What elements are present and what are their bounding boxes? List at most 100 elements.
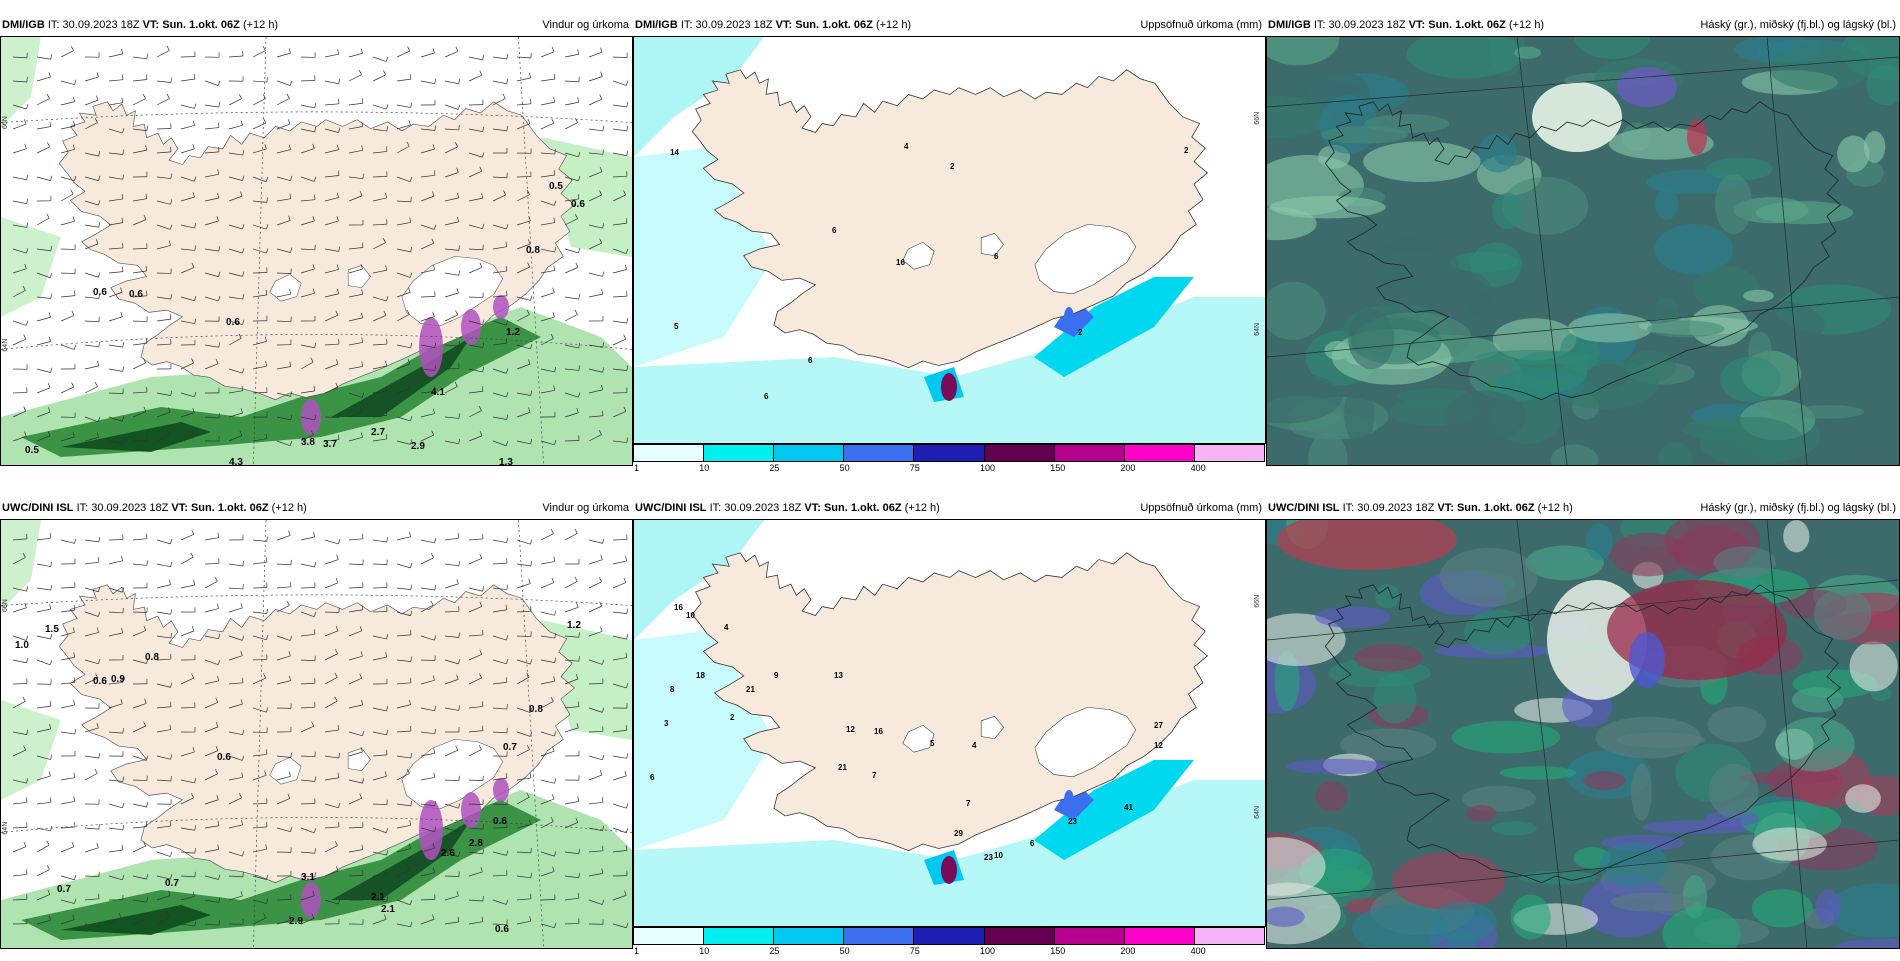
valid-time: Sun. 1.okt. 06Z <box>1428 19 1506 31</box>
cloud-patch <box>1363 141 1481 182</box>
accum-value-label: 4 <box>972 741 977 750</box>
cloud-patch <box>1814 588 1871 640</box>
accum-value-label: 29 <box>954 829 963 838</box>
init-time: 30.09.2023 18Z <box>696 19 773 31</box>
it-label: IT: <box>681 19 693 31</box>
panel-clouds-dmi: DMI/IGB IT: 30.09.2023 18Z VT: Sun. 1.ok… <box>1266 14 1900 464</box>
source-label: DMI/IGB <box>1268 19 1311 31</box>
accum-value-label: 8 <box>670 685 675 694</box>
colorbar-tick-label: 1 <box>634 946 639 956</box>
precip-value-label: 0.7 <box>57 884 71 895</box>
cloud-patch <box>1587 364 1629 389</box>
cloud-patch <box>1792 687 1843 712</box>
accum-value-label: 5 <box>674 322 679 331</box>
colorbar-tick-label: 25 <box>769 946 779 956</box>
panel-accum-precip-uwc: UWC/DINI ISL IT: 30.09.2023 18Z VT: Sun.… <box>633 497 1266 947</box>
colorbar-cell <box>985 445 1055 461</box>
cloud-patch <box>1450 252 1519 272</box>
accum-value-label: 23 <box>1068 817 1077 826</box>
high-cloud-patch <box>1532 82 1622 152</box>
accum-value-label: 16 <box>674 603 683 612</box>
cloud-patch <box>1286 759 1388 774</box>
source-label: UWC/DINI ISL <box>1268 502 1340 514</box>
colorbar-tick-label: 200 <box>1120 946 1135 956</box>
cloud-patch <box>1373 673 1416 723</box>
init-time: 30.09.2023 18Z <box>724 502 801 514</box>
colorbar-tick-label: 50 <box>840 463 850 473</box>
precip-value-label: 0.6 <box>571 199 585 210</box>
cloud-patch <box>1354 644 1422 672</box>
cloud-patch <box>1595 717 1701 759</box>
accum-value-label: 4 <box>724 623 729 632</box>
accum-value-label: 6 <box>764 392 769 401</box>
it-label: IT: <box>48 19 60 31</box>
accum-value-label: 41 <box>1124 803 1133 812</box>
cloud-patch <box>1625 351 1676 383</box>
vt-label: VT: <box>171 502 188 514</box>
precip-value-label: 1.3 <box>499 457 513 465</box>
precip-value-label: 0.6 <box>493 816 507 827</box>
cloud-patch <box>1715 174 1753 234</box>
accum-value-label: 27 <box>1154 721 1163 730</box>
precip-value-label: 0.8 <box>526 245 540 256</box>
precip-value-label: 0.6 <box>93 287 107 298</box>
colorbar-cell <box>634 445 704 461</box>
init-time: 30.09.2023 18Z <box>63 19 140 31</box>
lat-label: 64N <box>2 822 9 835</box>
precip-value-label: 1.2 <box>506 327 520 338</box>
accum-value-label: 5 <box>930 739 935 748</box>
cloud-patch <box>1850 641 1898 691</box>
precip-value-label: 2.1 <box>371 892 385 903</box>
accum-value-label: 7 <box>872 771 877 780</box>
accum-value-label: 12 <box>846 725 855 734</box>
accum-value-label: 6 <box>994 252 999 261</box>
panel-header: UWC/DINI ISL IT: 30.09.2023 18Z VT: Sun.… <box>1266 497 1900 519</box>
precip-core <box>461 309 481 345</box>
accum-value-label: 10 <box>686 611 695 620</box>
precip-value-label: 2.7 <box>371 427 385 438</box>
colorbar-tick-label: 25 <box>769 463 779 473</box>
cloud-cover-map <box>1266 519 1900 949</box>
mid-cloud-patch <box>1617 67 1677 107</box>
lead-time: (+12 h) <box>1509 19 1544 31</box>
cloud-patch <box>1720 357 1780 402</box>
precip-value-label: 0.5 <box>25 445 39 456</box>
valid-time: Sun. 1.okt. 06Z <box>1457 502 1535 514</box>
panel-title: Vindur og úrkoma <box>542 14 629 36</box>
cloud-patch <box>1392 852 1505 909</box>
it-label: IT: <box>1314 19 1326 31</box>
panel-wind-precip-uwc: UWC/DINI ISL IT: 30.09.2023 18Z VT: Sun.… <box>0 497 633 947</box>
max-accum-core <box>941 373 957 401</box>
precip-value-label: 3.8 <box>301 437 315 448</box>
vt-label: VT: <box>804 502 821 514</box>
precip-value-label: 0.9 <box>111 674 125 685</box>
colorbar-tick-label: 50 <box>840 946 850 956</box>
colorbar-cell <box>774 928 844 944</box>
accum-value-label: 7 <box>966 799 971 808</box>
cloud-patch <box>1512 351 1587 392</box>
colorbar-tick-label: 75 <box>910 463 920 473</box>
colorbar-cell <box>704 445 774 461</box>
cloud-patch <box>1714 546 1776 578</box>
accum-value-label: 6 <box>1030 839 1035 848</box>
accum-value-label: 16 <box>874 727 883 736</box>
colorbar-tick-label: 1 <box>634 463 639 473</box>
lat-label: 66N <box>2 599 9 612</box>
cloud-patch <box>1864 131 1885 163</box>
accum-value-label: 2 <box>730 713 735 722</box>
accum-value-label: 10 <box>994 851 1003 860</box>
colorbar-cell <box>914 928 984 944</box>
source-label: UWC/DINI ISL <box>635 502 707 514</box>
lead-time: (+12 h) <box>243 19 278 31</box>
precip-value-label: 2.6 <box>441 848 455 859</box>
precip-value-label: 0.6 <box>129 289 143 300</box>
accum-value-label: 16 <box>896 258 905 267</box>
precip-value-label: 0.5 <box>549 181 563 192</box>
precip-core <box>461 792 481 828</box>
valid-time: Sun. 1.okt. 06Z <box>191 502 269 514</box>
colorbar-cell <box>704 928 774 944</box>
source-label: DMI/IGB <box>635 19 678 31</box>
accum-value-label: 23 <box>984 853 993 862</box>
lead-time: (+12 h) <box>1538 502 1573 514</box>
